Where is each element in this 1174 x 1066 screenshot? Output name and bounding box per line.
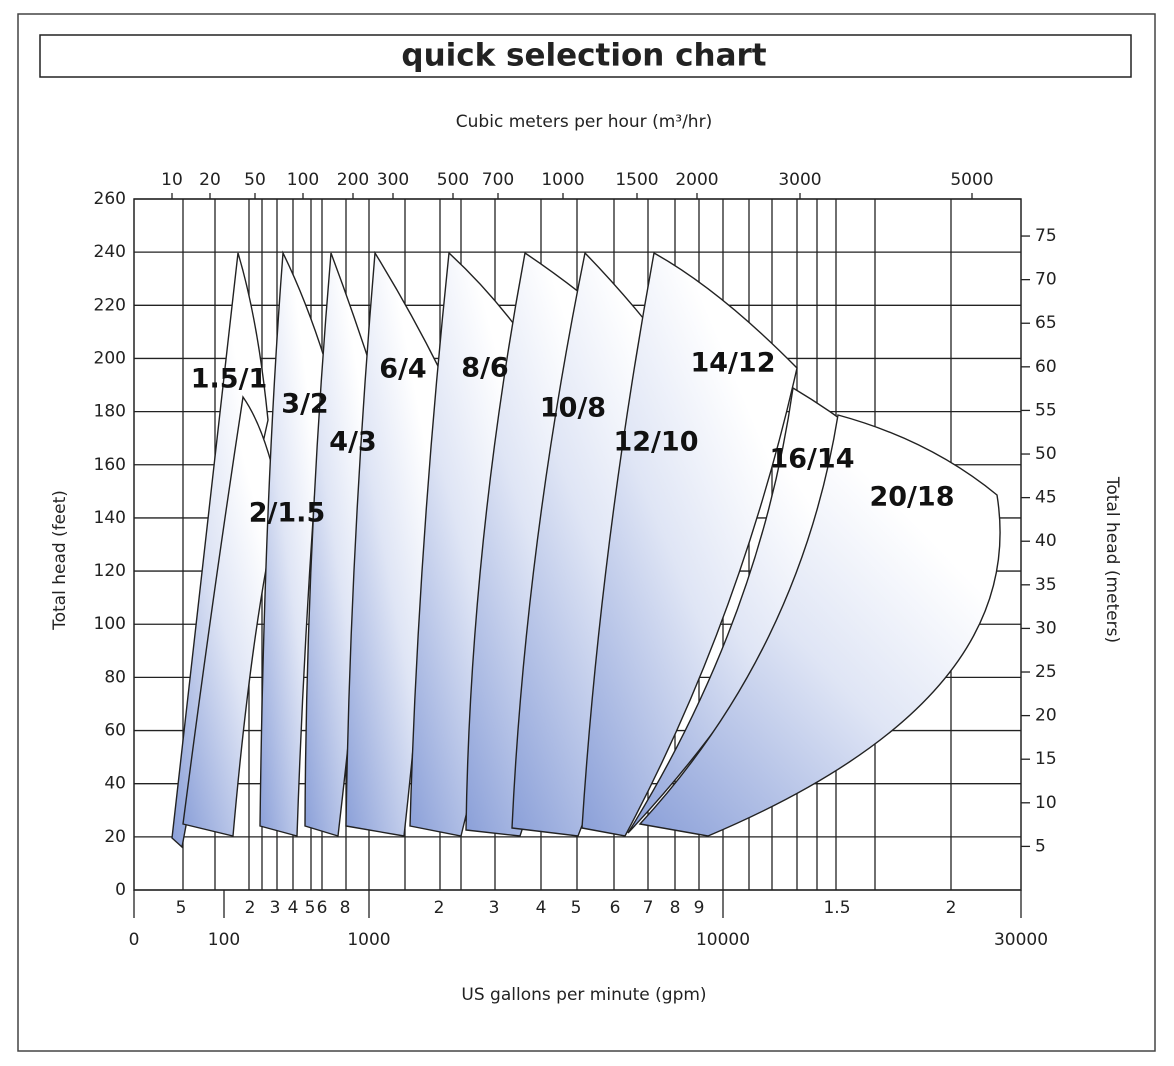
y2-tick-label: 10 — [1035, 793, 1057, 813]
top-axis-label: Cubic meters per hour (m³/hr) — [456, 112, 712, 132]
top-tick-label: 3000 — [778, 170, 821, 190]
y-tick-label: 0 — [115, 880, 126, 900]
bottom-minor-tick-label: 8 — [340, 898, 351, 918]
top-tick-label: 700 — [482, 170, 514, 190]
bottom-tick-label: 30000 — [994, 930, 1048, 950]
y-tick-label: 20 — [104, 827, 126, 847]
bottom-tick-label: 10000 — [696, 930, 750, 950]
y2-tick-label: 75 — [1035, 226, 1057, 246]
bottom-minor-tick-label: 9 — [694, 898, 705, 918]
top-tick-label: 10 — [161, 170, 183, 190]
y2-tick-label: 15 — [1035, 749, 1057, 769]
y-tick-label: 220 — [94, 295, 126, 315]
pump-region — [581, 251, 798, 837]
top-tick-label: 300 — [377, 170, 409, 190]
pump-region — [259, 250, 326, 837]
bottom-minor-tick-label: 5 — [571, 898, 582, 918]
y-tick-label: 100 — [94, 614, 126, 634]
region-label: 4/3 — [329, 427, 376, 458]
y2-tick-label: 25 — [1035, 662, 1057, 682]
top-tick-label: 50 — [244, 170, 266, 190]
y-tick-label: 260 — [94, 189, 126, 209]
y2-tick-label: 55 — [1035, 400, 1057, 420]
top-tick-label: 1000 — [541, 170, 584, 190]
bottom-minor-tick-label: 6 — [317, 898, 328, 918]
y2-tick-label: 70 — [1035, 270, 1057, 290]
y-tick-label: 120 — [94, 561, 126, 581]
bottom-minor-tick-label: 3 — [489, 898, 500, 918]
pump-region — [182, 395, 281, 837]
region-label: 8/6 — [461, 353, 508, 384]
bottom-minor-tick-label: 8 — [670, 898, 681, 918]
top-tick-label: 100 — [287, 170, 319, 190]
bottom-minor-tick-label: 2 — [946, 898, 957, 918]
region-label: 3/2 — [281, 389, 328, 420]
bottom-minor-tick-label: 1.5 — [823, 898, 850, 918]
top-tick-label: 20 — [199, 170, 221, 190]
y2-tick-label: 40 — [1035, 531, 1057, 551]
top-tick-label: 500 — [437, 170, 469, 190]
bottom-minor-tick-label: 4 — [288, 898, 299, 918]
bottom-tick-label: 1000 — [347, 930, 390, 950]
top-tick-label: 5000 — [950, 170, 993, 190]
bottom-minor-tick-label: 4 — [536, 898, 547, 918]
y2-tick-label: 30 — [1035, 618, 1057, 638]
bottom-minor-tick-label: 5 — [176, 898, 187, 918]
y-tick-label: 80 — [104, 667, 126, 687]
bottom-minor-tick-label: 2 — [434, 898, 445, 918]
bottom-axis-label: US gallons per minute (gpm) — [461, 985, 706, 1005]
chart-title: quick selection chart — [401, 38, 766, 74]
y2-tick-label: 65 — [1035, 313, 1057, 333]
region-label: 12/10 — [613, 427, 698, 458]
region-label: 14/12 — [690, 348, 775, 379]
top-tick-label: 2000 — [675, 170, 718, 190]
y2-tick-label: 20 — [1035, 706, 1057, 726]
y-tick-label: 40 — [104, 774, 126, 794]
y2-tick-label: 50 — [1035, 444, 1057, 464]
y-tick-label: 60 — [104, 721, 126, 741]
bottom-minor-tick-label: 3 — [270, 898, 281, 918]
bottom-tick-label: 100 — [208, 930, 240, 950]
bottom-minor-tick-label: 5 — [305, 898, 316, 918]
top-tick-label: 200 — [337, 170, 369, 190]
bottom-tick-label: 0 — [129, 930, 140, 950]
region-label: 16/14 — [769, 444, 854, 475]
frame — [17, 13, 1156, 1052]
title-box — [39, 34, 1132, 78]
bottom-minor-tick-label: 7 — [643, 898, 654, 918]
y-tick-label: 140 — [94, 508, 126, 528]
region-label: 20/18 — [869, 482, 954, 513]
y-tick-label: 200 — [94, 348, 126, 368]
region-label: 6/4 — [379, 354, 426, 385]
y2-tick-label: 5 — [1035, 836, 1046, 856]
right-axis-label: Total head (meters) — [1102, 476, 1122, 643]
y-tick-label: 240 — [94, 242, 126, 262]
y2-tick-label: 45 — [1035, 488, 1057, 508]
y2-tick-label: 35 — [1035, 575, 1057, 595]
region-label: 1.5/1 — [191, 364, 267, 395]
y-tick-label: 180 — [94, 402, 126, 422]
top-tick-label: 1500 — [615, 170, 658, 190]
region-label: 10/8 — [540, 393, 606, 424]
y2-tick-label: 60 — [1035, 357, 1057, 377]
y-tick-label: 160 — [94, 455, 126, 475]
region-label: 2/1.5 — [249, 498, 325, 529]
bottom-minor-tick-label: 2 — [245, 898, 256, 918]
left-axis-label: Total head (feet) — [50, 490, 70, 631]
pump-region — [638, 414, 1001, 837]
regions: 1.5/1 2/1.5 3/24/3 6/4 8/6 10/812/10 14/12 16/1… — [171, 250, 1001, 849]
bottom-minor-tick-label: 6 — [610, 898, 621, 918]
